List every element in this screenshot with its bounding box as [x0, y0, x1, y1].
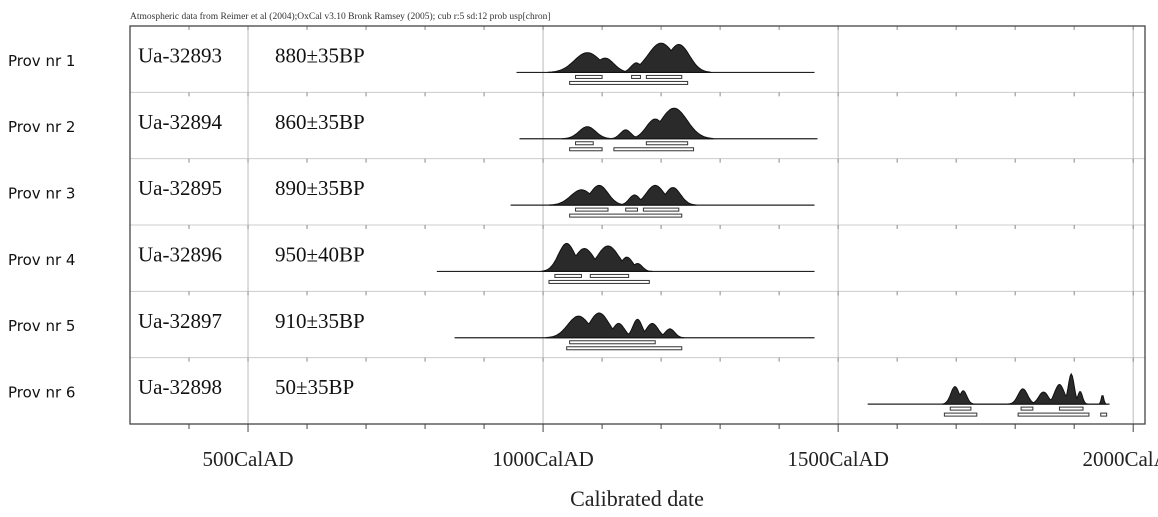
range-2sigma — [569, 213, 683, 218]
plot-frame — [129, 25, 1146, 425]
row-label: Prov nr 6 — [8, 383, 75, 401]
sample-lab-id: Ua-32895 — [138, 176, 222, 200]
range-1sigma — [554, 273, 582, 278]
sample-lab-id: Ua-32893 — [138, 43, 222, 67]
probability-distribution — [561, 107, 715, 140]
range-2sigma — [566, 346, 683, 351]
range-1sigma — [1058, 406, 1084, 411]
range-2sigma — [569, 80, 689, 85]
range-1sigma — [949, 406, 972, 411]
row-label: Prov nr 2 — [8, 118, 75, 136]
sample-age: 880±35BP — [275, 43, 365, 67]
sample-age: 860±35BP — [275, 110, 365, 134]
sample-age: 890±35BP — [275, 176, 365, 200]
x-tick-label: 500CalAD — [203, 447, 294, 471]
sample-age: 50±35BP — [275, 375, 354, 399]
row-label: Prov nr 3 — [8, 184, 75, 202]
sample-rows: Prov nr 1 Ua-32893 880±35BP Prov nr 2 Ua-328… — [8, 42, 1110, 417]
probability-distribution — [942, 372, 1108, 405]
row-label: Prov nr 5 — [8, 317, 75, 335]
grid — [130, 26, 1145, 424]
row-label: Prov nr 1 — [8, 52, 75, 70]
sample-row: Prov nr 4 Ua-32896 950±40BP — [8, 242, 815, 284]
probability-distribution — [549, 184, 697, 206]
sample-row: Prov nr 1 Ua-32893 880±35BP — [8, 42, 815, 85]
x-tick-label: 1000CalAD — [492, 447, 594, 471]
sample-lab-id: Ua-32898 — [138, 375, 222, 399]
range-2sigma — [1017, 412, 1090, 417]
range-1sigma — [625, 207, 639, 212]
x-axis-ticks: 500CalAD 1000CalAD 1500CalAD 2000CalAD — [188, 424, 1158, 471]
range-1sigma — [642, 207, 680, 212]
probability-distribution — [547, 42, 713, 73]
sample-row: Prov nr 3 Ua-32895 890±35BP — [8, 176, 815, 218]
range-1sigma — [645, 74, 683, 79]
x-tick-label: 1500CalAD — [787, 447, 889, 471]
x-tick-label: 2000CalAD — [1082, 447, 1158, 471]
range-1sigma — [575, 207, 609, 212]
probability-distribution — [546, 312, 685, 339]
row-label: Prov nr 4 — [8, 251, 75, 269]
range-1sigma — [569, 340, 656, 345]
range-1sigma — [575, 141, 594, 146]
range-1sigma — [589, 273, 630, 278]
range-2sigma — [569, 147, 603, 152]
range-1sigma — [1020, 406, 1034, 411]
range-2sigma — [943, 412, 978, 417]
probability-distribution — [541, 242, 653, 272]
x-axis-title: Calibrated date — [570, 486, 704, 511]
range-2sigma — [548, 279, 650, 284]
sample-row: Prov nr 6 Ua-32898 50±35BP — [8, 372, 1110, 417]
sample-lab-id: Ua-32896 — [138, 242, 222, 266]
range-1sigma — [631, 74, 641, 79]
range-1sigma — [645, 141, 689, 146]
sample-row: Prov nr 5 Ua-32897 910±35BP — [8, 309, 815, 351]
sample-row: Prov nr 2 Ua-32894 860±35BP — [8, 107, 818, 152]
chart-subtitle: Atmospheric data from Reimer et al (2004… — [130, 11, 551, 22]
sample-age: 950±40BP — [275, 242, 365, 266]
sample-lab-id: Ua-32894 — [138, 110, 222, 134]
sample-age: 910±35BP — [275, 309, 365, 333]
range-1sigma — [575, 74, 603, 79]
range-2sigma — [1100, 412, 1108, 417]
sample-lab-id: Ua-32897 — [138, 309, 222, 333]
range-2sigma — [613, 147, 695, 152]
